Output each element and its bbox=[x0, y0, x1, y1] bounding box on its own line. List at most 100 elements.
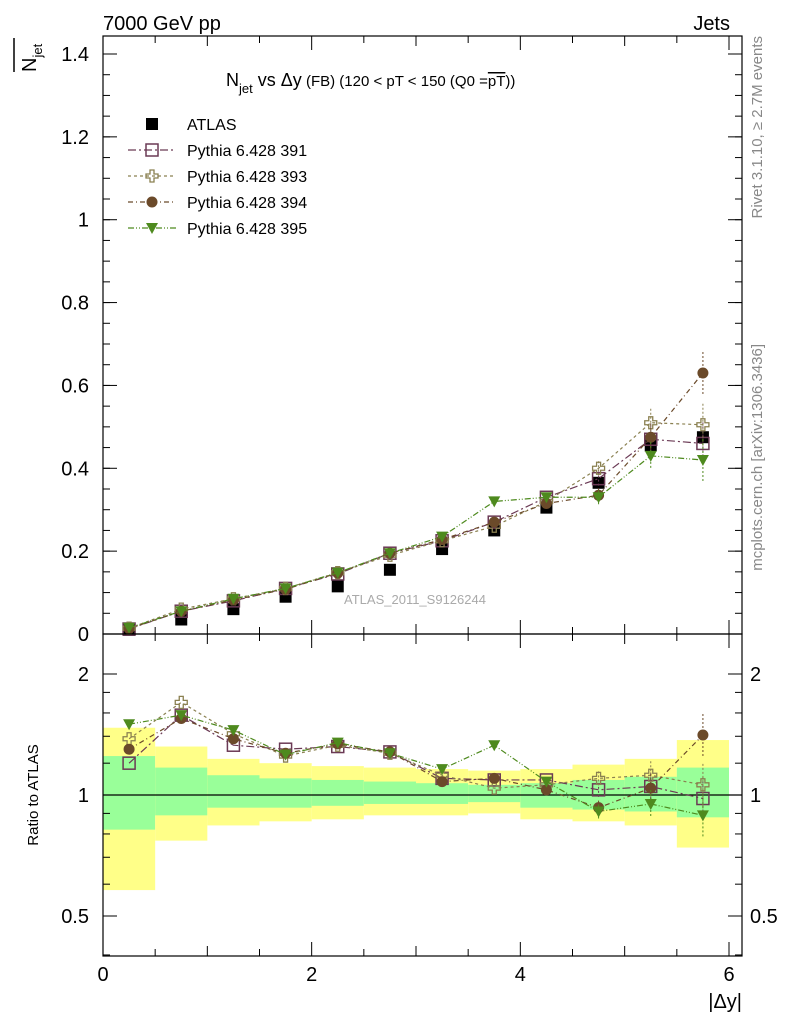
main-ytick-label: 0.2 bbox=[61, 541, 89, 563]
data-point bbox=[436, 776, 448, 788]
ratio-ytick-label: 1 bbox=[78, 785, 89, 807]
ratio-xtick-label: 4 bbox=[515, 964, 526, 986]
ratio-ytick-label: 0.5 bbox=[61, 906, 89, 928]
title-n: N bbox=[226, 70, 239, 90]
main-ytick-label: 0.4 bbox=[61, 458, 89, 480]
data-point bbox=[227, 593, 240, 605]
title-pt: pT bbox=[488, 73, 506, 90]
header-right: Jets bbox=[693, 13, 730, 35]
ylabel-jet: jet bbox=[30, 43, 45, 58]
title-jet: jet bbox=[238, 81, 253, 96]
data-point bbox=[487, 515, 501, 529]
watermark: ATLAS_2011_S9126244 bbox=[344, 592, 486, 607]
data-point bbox=[331, 567, 344, 579]
data-point bbox=[540, 784, 552, 796]
data-point bbox=[383, 563, 396, 576]
ratio-band-inner bbox=[103, 756, 156, 830]
mcplots-label: mcplots.cern.ch [arXiv:1306.3436] bbox=[749, 344, 766, 571]
data-point bbox=[175, 606, 188, 618]
data-point bbox=[645, 431, 657, 443]
ratio-band-inner bbox=[416, 783, 469, 804]
data-point bbox=[123, 719, 136, 731]
title-dy: Δy bbox=[281, 70, 302, 90]
ratio-bands bbox=[103, 727, 742, 891]
title-range: (120 < pT < 150 (Q0 = bbox=[339, 73, 488, 90]
series-line bbox=[128, 717, 704, 809]
data-point bbox=[540, 776, 553, 788]
main-ytick-label: 0 bbox=[78, 624, 89, 646]
data-point bbox=[540, 498, 552, 509]
data-point bbox=[487, 781, 501, 795]
data-point bbox=[591, 471, 606, 486]
data-point bbox=[696, 810, 709, 822]
data-point bbox=[331, 737, 344, 749]
legend: ATLAS Pythia 6.428 391 Pythia 6.428 393 Pyt… bbox=[128, 117, 307, 238]
legend-label: Pythia 6.428 393 bbox=[187, 169, 307, 186]
data-point bbox=[488, 496, 501, 508]
svg-text:Njet: Njet bbox=[19, 43, 45, 72]
main-ytick-label: 0.6 bbox=[61, 375, 89, 397]
series-line bbox=[128, 438, 703, 630]
data-point bbox=[488, 772, 500, 784]
legend-label: ATLAS bbox=[187, 117, 237, 134]
legend-label: Pythia 6.428 394 bbox=[187, 195, 307, 212]
data-point bbox=[436, 764, 449, 776]
main-ylabel: Njet bbox=[13, 38, 45, 72]
ratio-series bbox=[122, 695, 710, 837]
ratio-band-inner bbox=[259, 778, 312, 808]
data-point bbox=[122, 756, 136, 770]
data-point bbox=[592, 492, 605, 504]
data-point bbox=[697, 367, 709, 379]
data-point bbox=[331, 580, 344, 593]
series-line bbox=[128, 714, 704, 816]
data-point bbox=[383, 748, 396, 760]
ratio-xtick-label: 6 bbox=[723, 964, 734, 986]
ratio-band-inner bbox=[363, 781, 416, 804]
ratio-band-inner bbox=[155, 767, 208, 816]
series-line bbox=[128, 701, 704, 789]
data-point bbox=[591, 461, 606, 475]
data-point bbox=[592, 806, 605, 818]
title-fb: (FB) bbox=[302, 73, 340, 90]
data-point bbox=[592, 476, 605, 489]
ratio-band-inner bbox=[311, 779, 364, 806]
data-point bbox=[227, 725, 240, 737]
ratio-ytick-label-right: 2 bbox=[750, 664, 761, 686]
series-line bbox=[128, 422, 703, 629]
data-point bbox=[591, 771, 606, 786]
data-point bbox=[174, 695, 188, 710]
data-point bbox=[697, 729, 709, 741]
data-point bbox=[175, 710, 188, 722]
data-point bbox=[696, 778, 710, 792]
data-point bbox=[644, 416, 658, 430]
ratio-band-inner bbox=[207, 775, 260, 808]
data-point bbox=[696, 418, 710, 432]
data-point bbox=[123, 622, 136, 634]
legend-label: Pythia 6.428 391 bbox=[187, 143, 307, 160]
ratio-ytick-label: 2 bbox=[78, 664, 89, 686]
data-point bbox=[540, 492, 553, 504]
data-point bbox=[644, 450, 657, 462]
ratio-axes: 0 2 4 6 0.5 0.5 1 1 2 2 bbox=[61, 633, 778, 986]
data-point bbox=[279, 583, 292, 595]
main-ytick-label: 1.2 bbox=[61, 127, 89, 149]
data-point bbox=[696, 455, 709, 466]
data-point bbox=[488, 516, 500, 528]
data-point bbox=[645, 782, 657, 794]
series-line bbox=[128, 455, 703, 629]
rivet-label: Rivet 3.1.10, ≥ 2.7M events bbox=[749, 36, 766, 219]
series-line bbox=[128, 372, 704, 630]
legend-marker bbox=[146, 118, 158, 130]
ratio-ytick-label-right: 0.5 bbox=[750, 906, 778, 928]
data-point bbox=[383, 548, 396, 560]
ratio-xtick-label: 0 bbox=[97, 964, 108, 986]
title-close: )) bbox=[505, 73, 515, 90]
legend-marker bbox=[145, 169, 159, 183]
main-ytick-label: 0.8 bbox=[61, 293, 89, 315]
main-ytick-label: 1.4 bbox=[61, 44, 89, 66]
main-title: Njet vs Δy (FB) (120 < pT < 150 (Q0 =pT)… bbox=[226, 70, 515, 96]
main-ytick-label: 1 bbox=[78, 210, 89, 232]
ratio-band-inner bbox=[468, 784, 521, 803]
data-point bbox=[644, 798, 657, 810]
ratio-xlabel: |Δy| bbox=[708, 991, 742, 1013]
